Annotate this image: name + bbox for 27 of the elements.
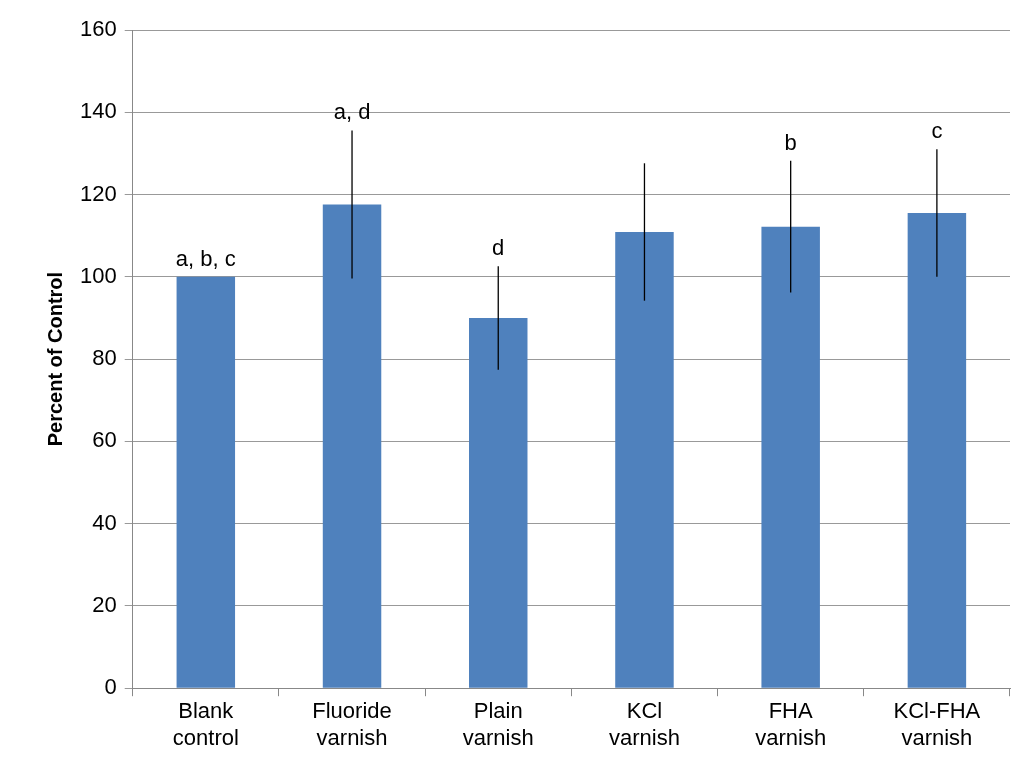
y-tick-label: 20 (92, 591, 117, 617)
y-tick-label: 0 (104, 674, 117, 700)
annotation: b (784, 129, 797, 155)
x-tick-label: Plain varnish (462, 698, 534, 750)
x-tick-label: KCl varnish (609, 698, 680, 750)
bar (907, 213, 967, 688)
y-tick-label: 40 (92, 509, 117, 535)
x-tick-label: Blank control (172, 698, 239, 750)
y-tick-label: 160 (79, 16, 117, 42)
y-tick-label: 80 (92, 345, 117, 371)
x-tick-label: FHA varnish (755, 698, 827, 750)
annotation: a, d (333, 99, 371, 125)
bar (176, 276, 236, 688)
y-tick-label: 140 (79, 98, 117, 124)
annotation: c (931, 118, 943, 144)
bar (469, 317, 528, 688)
y-axis-title: Percent of Control (43, 271, 66, 447)
bar (761, 226, 820, 688)
x-tick-label: KCl-FHA varnish (893, 698, 981, 750)
x-tick-label: Fluoride varnish (312, 698, 392, 750)
y-tick-label: 60 (92, 427, 117, 453)
y-tick-label: 100 (79, 262, 117, 288)
y-tick-label: 120 (79, 180, 117, 206)
bar (322, 204, 382, 688)
bar (615, 231, 674, 688)
annotation: a, b, c (175, 245, 236, 271)
annotation: d (492, 235, 505, 261)
